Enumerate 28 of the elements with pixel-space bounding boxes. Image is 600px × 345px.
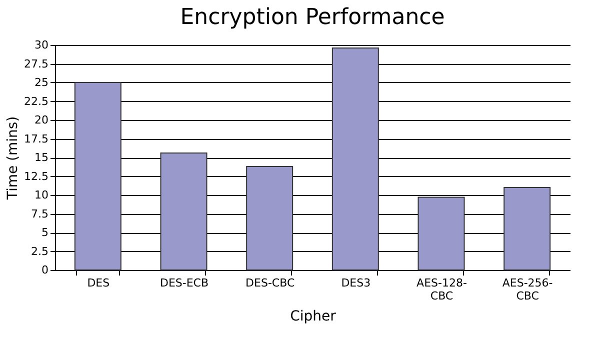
bar	[160, 152, 208, 270]
y-tick-label: 27.5	[24, 57, 48, 70]
y-tick-label: 30	[34, 38, 48, 52]
y-axis-title: Time (mins)	[5, 116, 22, 201]
x-tick-label: DES-CBC	[246, 276, 295, 290]
chart-title: Encryption Performance	[180, 5, 445, 30]
y-tick-label: 7.5	[31, 207, 48, 220]
y-tick-label: 2.5	[31, 244, 48, 258]
x-tick-label: AES-256-CBC	[502, 276, 553, 302]
x-tick-label: DES	[87, 276, 110, 290]
y-tick-label: 10	[34, 188, 48, 202]
y-tick-label: 25	[34, 76, 48, 89]
x-tick-label: DES3	[341, 276, 371, 290]
y-tick-label: 20	[34, 114, 48, 126]
y-tick-label: 12.5	[24, 170, 48, 183]
y-tick-label: 15	[34, 151, 48, 164]
y-tick-label: 22.5	[24, 94, 48, 108]
bar	[74, 82, 122, 270]
bar	[418, 196, 465, 270]
y-tick-label: 17.5	[24, 132, 48, 146]
x-axis-title: Cipher	[290, 308, 336, 324]
bar	[504, 187, 551, 270]
y-tick-label: 0	[42, 264, 48, 276]
bar	[246, 166, 294, 270]
x-tick-label: DES-ECB	[160, 276, 209, 290]
x-tick-label: AES-128-CBC	[416, 276, 467, 302]
bar	[332, 48, 379, 270]
y-tick-label: 5	[42, 226, 48, 239]
